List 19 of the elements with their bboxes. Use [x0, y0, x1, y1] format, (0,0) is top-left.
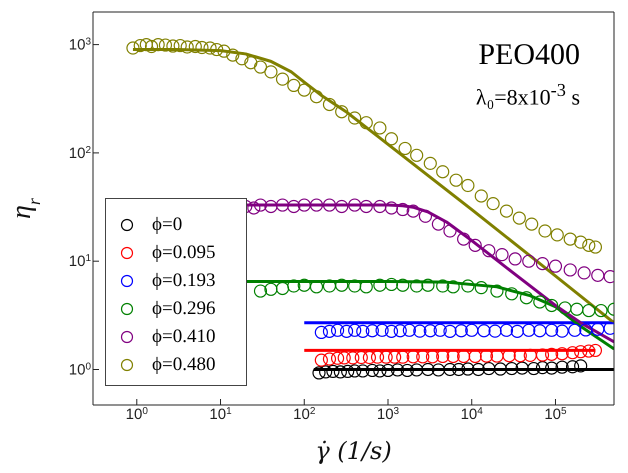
x-tick-label: 10$^{0}$ [126, 406, 148, 423]
legend-label: ϕ=0.480 [152, 354, 216, 376]
y-tick-label: 10$^{0}$ [68, 360, 92, 378]
y-tick-label: 10$^{3}$ [68, 36, 92, 54]
y-tick-label: 10$^{2}$ [68, 144, 92, 162]
x-axis-title: γ̇ (1/s) [315, 437, 392, 465]
x-tick-label: 10$^{2}$ [293, 406, 316, 423]
x-tick-label: 10$^{3}$ [376, 406, 400, 423]
legend-label: ϕ=0.410 [152, 326, 216, 348]
legend-label: ϕ=0.095 [152, 242, 216, 264]
legend-label: ϕ=0 [152, 214, 182, 236]
annotation: PEO400 [478, 38, 580, 72]
x-tick-label: 10$^{1}$ [209, 406, 232, 423]
x-tick-label: 10$^{5}$ [544, 406, 568, 423]
legend-label: ϕ=0.193 [152, 270, 216, 292]
x-tick-label: 10$^{4}$ [460, 406, 484, 423]
annotation: λ₀=8x10$^{-3}$ s [476, 80, 580, 110]
y-tick-label: 10$^{1}$ [68, 252, 92, 270]
legend-label: ϕ=0.296 [152, 298, 216, 320]
